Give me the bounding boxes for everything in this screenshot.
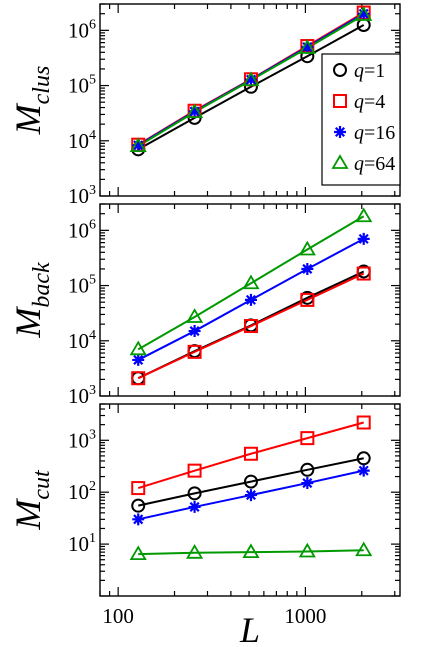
data-point-q16 [188, 325, 201, 338]
y-tick-label: 106 [68, 217, 96, 242]
data-point-q4 [131, 481, 146, 496]
data-point-q16 [357, 464, 370, 477]
y-tick-label: 103 [68, 383, 96, 408]
series-line-q1 [138, 457, 364, 507]
panel-frame [99, 203, 401, 397]
x-tick-label: 100 [102, 604, 134, 628]
data-point-q64 [242, 274, 260, 290]
legend-marker-q4 [333, 94, 347, 108]
data-point-q4 [131, 371, 146, 386]
data-point-q64 [298, 240, 316, 256]
data-point-q64 [129, 545, 147, 561]
data-point-q4 [300, 431, 315, 446]
panel-3: 101 102 103 100 1000 Mcut L [8, 403, 401, 647]
data-point-q16 [301, 40, 314, 53]
data-point-q64 [129, 137, 147, 153]
data-point-q64 [355, 541, 373, 557]
series-line-q64 [138, 549, 364, 556]
panel-1: 103 104 105 106 Mclus q=1 q=4 q=16 q=64 [8, 3, 401, 208]
data-point-q16 [132, 353, 145, 366]
y-tick-label: 103 [68, 183, 96, 208]
legend-label-q4: q=4 [354, 91, 385, 113]
data-point-q16 [357, 232, 370, 245]
legend-marker-q64 [331, 154, 349, 169]
data-point-q16 [301, 477, 314, 490]
data-point-q64 [242, 543, 260, 559]
legend-label-q16: q=16 [354, 122, 395, 144]
data-point-q64 [355, 6, 373, 21]
data-point-q64 [129, 340, 147, 356]
series-line-q64 [137, 215, 365, 351]
data-point-q64 [298, 39, 316, 54]
data-point-q16 [244, 293, 257, 306]
data-point-q64 [355, 207, 373, 223]
data-point-q1 [356, 451, 371, 466]
data-point-q64 [298, 542, 316, 558]
y-tick-label: 102 [68, 479, 96, 504]
y-tick-label: 103 [68, 427, 96, 452]
data-point-q16 [132, 513, 145, 526]
data-point-q16 [132, 139, 145, 152]
data-point-q16 [188, 105, 201, 118]
data-point-q16 [244, 489, 257, 502]
legend-label-q1: q=1 [354, 60, 385, 82]
data-point-q4 [300, 292, 315, 307]
data-point-q4 [187, 344, 202, 359]
y-tick-label: 105 [68, 273, 96, 298]
legend-label-q64: q=64 [354, 153, 395, 175]
legend-marker-q16 [334, 126, 346, 138]
panel-2: 103 104 105 106 Mback [8, 203, 401, 408]
legend: q=1 q=4 q=16 q=64 [321, 53, 401, 186]
data-point-q1 [243, 474, 258, 489]
data-point-q1 [300, 462, 315, 477]
data-point-q4 [187, 463, 202, 478]
y-tick-label: 106 [68, 17, 96, 42]
y-axis-title: Mback [8, 262, 55, 339]
data-point-q16 [188, 500, 201, 513]
legend-marker-q1 [333, 63, 347, 77]
y-tick-label: 104 [68, 128, 96, 153]
data-point-q4 [243, 319, 258, 334]
data-point-q4 [243, 446, 258, 461]
series-line-q1 [137, 24, 365, 151]
data-point-q4 [356, 415, 371, 430]
data-point-q16 [244, 73, 257, 86]
data-point-q64 [186, 308, 204, 323]
x-tick-label: 1000 [284, 604, 326, 628]
data-point-q64 [242, 71, 260, 87]
data-point-q1 [131, 498, 146, 513]
y-tick-label: 104 [68, 328, 96, 353]
series-line-q4 [137, 421, 364, 490]
data-point-q4 [356, 266, 371, 281]
y-axis-title: Mclus [8, 66, 55, 136]
x-axis-title: L [239, 610, 260, 647]
series-line-q4 [137, 272, 365, 380]
data-point-q1 [187, 486, 202, 501]
y-tick-label: 105 [68, 73, 96, 98]
data-point-q64 [186, 544, 204, 559]
y-axis-title: Mcut [8, 469, 55, 531]
data-point-q16 [301, 262, 314, 275]
data-point-q64 [186, 103, 204, 119]
data-point-q16 [357, 7, 370, 20]
y-tick-label: 101 [68, 531, 96, 556]
